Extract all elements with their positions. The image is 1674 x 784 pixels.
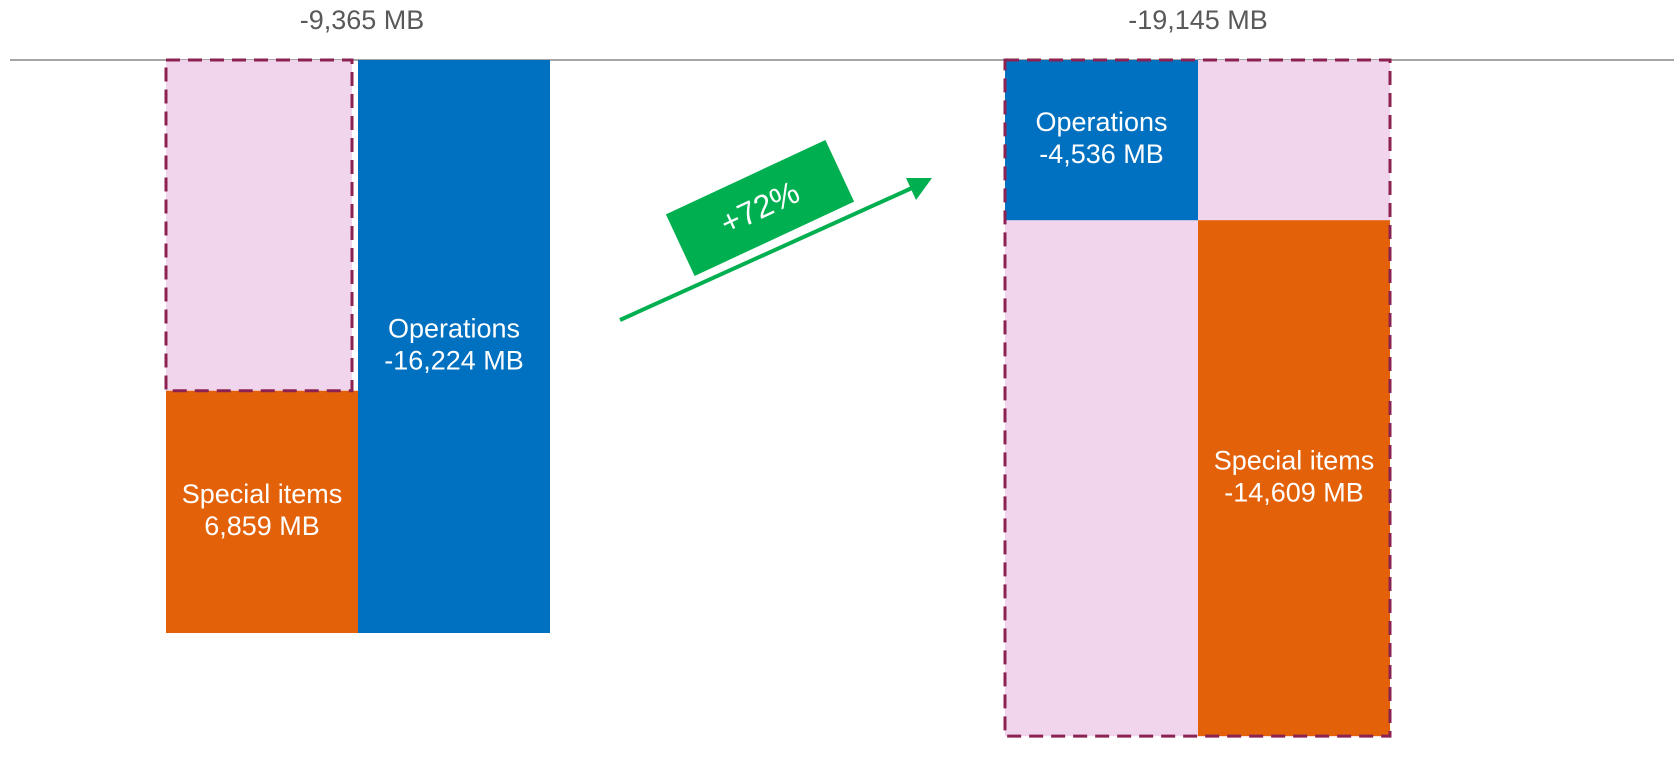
total-outline [164, 58, 354, 393]
bar-name: Special items [182, 479, 343, 509]
growth-arrow [619, 186, 913, 322]
arrow-head [906, 178, 932, 200]
total-label: -19,145 MB [1128, 5, 1268, 35]
total-outline [1003, 58, 1392, 738]
bar [358, 60, 550, 633]
total-box [166, 60, 352, 391]
bar-name: Special items [1214, 445, 1375, 475]
bar-value: -4,536 MB [1039, 139, 1164, 169]
annotation-box [665, 139, 855, 277]
total-label: -9,365 MB [300, 5, 425, 35]
bar [1198, 220, 1390, 737]
bar-value: -14,609 MB [1224, 477, 1364, 507]
bar-name: Operations [1035, 107, 1167, 137]
bar-value: -16,224 MB [384, 346, 524, 376]
annotation-group: +72% [665, 139, 855, 277]
bar-value: 6,859 MB [204, 511, 320, 541]
bar [166, 390, 358, 633]
bar [1005, 60, 1198, 221]
bar-name: Operations [388, 314, 520, 344]
